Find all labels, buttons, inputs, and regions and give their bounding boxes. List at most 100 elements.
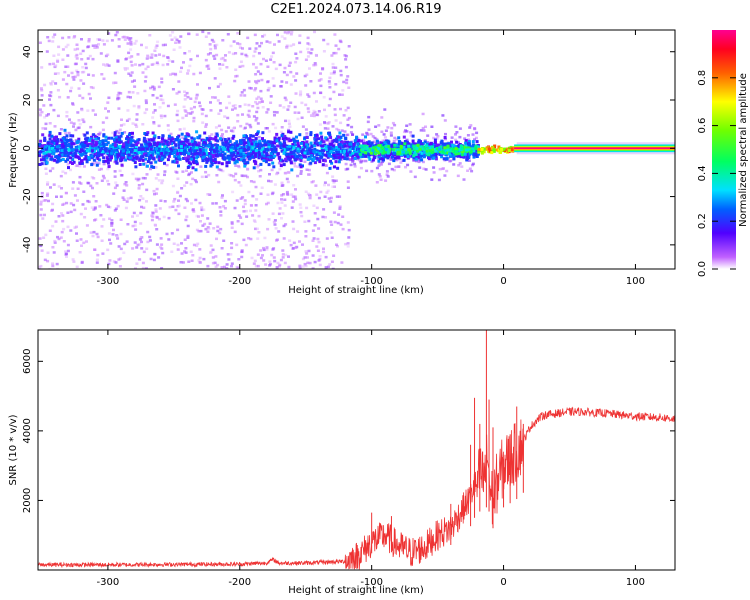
spectrogram-cell [220, 128, 224, 132]
spectrogram-cell [365, 169, 369, 173]
spectrogram-cell [247, 80, 251, 83]
spectrogram-cell [54, 220, 58, 223]
spectrogram-cell [167, 146, 171, 150]
spectrogram-cell [335, 127, 339, 131]
spectrogram-cell [87, 45, 91, 48]
spectrogram-cell [171, 60, 175, 63]
spectrogram-cell [94, 200, 98, 203]
spectrogram-cell [141, 266, 145, 269]
spectrogram-cell [67, 143, 71, 147]
spectrogram-cell [261, 137, 264, 141]
spectrogram-cell [338, 205, 342, 208]
spectrogram-cell [51, 262, 55, 265]
spectrogram-cell [64, 159, 68, 163]
spectrogram-cell [134, 267, 137, 269]
spectrogram-cell [353, 153, 357, 157]
spectrogram-cell [385, 148, 388, 152]
spectrogram-cell [262, 248, 266, 252]
spectrogram-cell [140, 43, 143, 47]
spectrogram-cell [53, 142, 57, 145]
spectrogram-cell [294, 92, 298, 95]
spectrogram-cell [51, 264, 55, 268]
spectrogram-cell [84, 66, 88, 70]
spectrogram-cell [192, 137, 196, 141]
spectrogram-cell [409, 131, 413, 134]
spectrogram-cell [318, 150, 322, 154]
spectrogram-cell [329, 220, 333, 223]
spectrogram-cell [166, 104, 170, 108]
spectrogram-cell [175, 160, 179, 164]
spectrogram-cell [380, 157, 384, 161]
spectrogram-cell [273, 141, 276, 145]
spectrogram-cell [236, 120, 240, 123]
spectrogram-cell [370, 169, 374, 173]
spectrogram-cell [236, 113, 240, 117]
spectrogram-cell [336, 221, 340, 225]
spectrogram-cell [348, 142, 352, 146]
spectrogram-cell [345, 133, 349, 137]
spectrogram-cell [221, 136, 225, 139]
spectrogram-cell [317, 110, 321, 113]
spectrogram-cell [83, 133, 87, 137]
spectrogram-cell [319, 78, 323, 81]
spectrogram-cell [252, 180, 256, 184]
spectrogram-cell [292, 75, 296, 78]
spectrogram-cell [454, 152, 458, 156]
spectrogram-cell [282, 237, 286, 240]
spectrogram-cell [142, 206, 146, 209]
spectrogram-cell [459, 155, 463, 159]
spectrogram-cell [307, 249, 311, 253]
spectrogram-cell [322, 140, 326, 144]
spectrogram-cell [156, 40, 160, 44]
spectrogram-cell [80, 161, 84, 165]
spectrogram-cell [204, 123, 208, 126]
spectrogram-cell [392, 159, 396, 163]
spectrogram-cell [322, 208, 326, 211]
spectrogram-cell [357, 175, 361, 179]
spectrogram-cell [94, 143, 97, 147]
spectrogram-cell [183, 98, 187, 101]
spectrogram-cell [53, 72, 57, 75]
spectrogram-cell [464, 148, 468, 152]
spectrogram-cell [259, 192, 263, 195]
spectrogram-cell [199, 220, 202, 223]
spectrogram-cell [127, 72, 131, 75]
spectrogram-cell [64, 250, 68, 253]
spectrogram-cell [64, 148, 67, 152]
spectrogram-cell [467, 159, 471, 162]
spectrogram-cell [239, 149, 243, 153]
spectrogram-cell [306, 256, 309, 259]
spectrogram-cell [331, 185, 335, 188]
spectrogram-cell [293, 195, 297, 198]
spectrogram-cell [317, 79, 321, 82]
spectrogram-cell [315, 156, 319, 160]
spectrogram-cell [275, 239, 278, 242]
spectrogram-cell [235, 143, 239, 147]
spectrogram-cell [305, 252, 309, 255]
spectrogram-cell [345, 157, 349, 161]
spectrogram-cell [276, 261, 280, 265]
spectrogram-cell [102, 176, 106, 180]
spectrogram-cell [235, 199, 239, 202]
spectrogram-cell [79, 182, 83, 185]
spectrogram-cell [311, 254, 315, 257]
spectrogram-cell [381, 151, 385, 155]
spectrogram-cell [272, 256, 276, 259]
spectrogram-cell [125, 200, 129, 203]
spectrogram-cell [57, 156, 61, 160]
spectrogram-cell [432, 156, 436, 160]
spectrogram-cell [216, 263, 220, 267]
spectrogram-cell [148, 138, 152, 142]
spectrogram-cell [171, 160, 175, 164]
spectrogram-cell [93, 134, 97, 138]
spectrogram-cell [412, 158, 416, 162]
spectrogram-cell [195, 94, 199, 98]
spectrogram-cell [166, 140, 170, 144]
spectrogram-cell [239, 139, 242, 143]
spectrogram-cell [169, 139, 173, 143]
spectrogram-cell [154, 177, 158, 180]
spectrogram-cell [42, 236, 46, 239]
spectrogram-cell [257, 79, 261, 83]
spectrogram-cell [357, 138, 361, 142]
spectrogram-cell [255, 133, 259, 136]
